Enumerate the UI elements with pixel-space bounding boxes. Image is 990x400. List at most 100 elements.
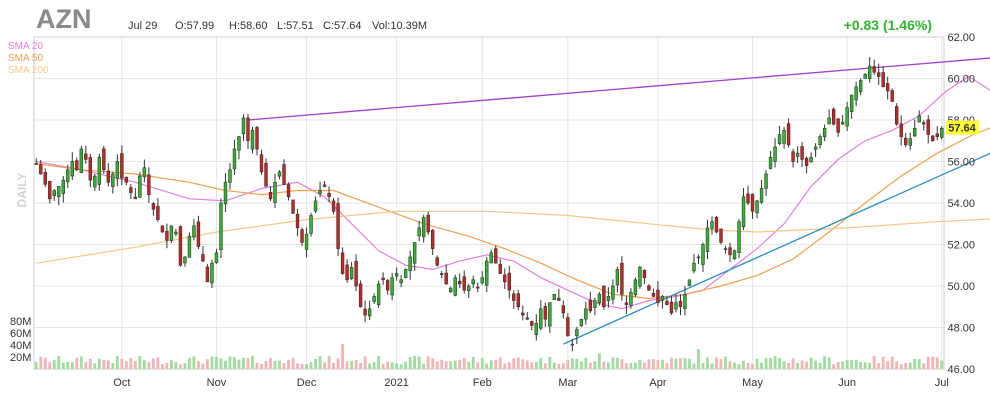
candle-body bbox=[115, 161, 120, 179]
volume-tick-label: 20M bbox=[10, 352, 31, 364]
candle-body bbox=[156, 205, 160, 220]
volume-bar bbox=[552, 362, 556, 369]
volume-layer bbox=[34, 343, 944, 369]
volume-bar bbox=[174, 361, 178, 369]
candle-body bbox=[530, 321, 534, 326]
volume-bar bbox=[854, 359, 858, 369]
volume-bar bbox=[620, 359, 624, 369]
volume-bar bbox=[931, 356, 935, 369]
candle-body bbox=[219, 202, 223, 251]
candle-body bbox=[259, 154, 264, 173]
volume-bar bbox=[462, 357, 466, 369]
date-tick-label: Oct bbox=[113, 377, 130, 389]
volume-bar bbox=[129, 358, 133, 369]
volume-bar bbox=[471, 356, 475, 369]
candle-body bbox=[480, 277, 484, 284]
volume-bar bbox=[399, 364, 403, 369]
volume-bar bbox=[881, 356, 885, 369]
volume-bar bbox=[197, 361, 200, 369]
candle-body bbox=[201, 254, 205, 262]
candle-body bbox=[597, 293, 602, 303]
candle-body bbox=[638, 267, 642, 287]
volume-bar bbox=[926, 356, 930, 369]
volume-bar bbox=[643, 362, 646, 369]
candle-body bbox=[660, 296, 665, 301]
candle-body bbox=[142, 167, 147, 178]
candle-body bbox=[651, 293, 656, 297]
volume-bar bbox=[444, 361, 448, 369]
volume-bar bbox=[679, 358, 682, 369]
last-price-label: 57.64 bbox=[948, 123, 976, 135]
volume-bar bbox=[539, 358, 543, 369]
candle-body bbox=[471, 279, 475, 285]
candle-body bbox=[79, 148, 83, 173]
volume-bar bbox=[75, 357, 79, 369]
candle-body bbox=[512, 293, 516, 301]
candle-body bbox=[93, 175, 97, 188]
volume-bar bbox=[246, 358, 250, 369]
candle-body bbox=[174, 231, 178, 235]
volume-bar bbox=[88, 358, 92, 369]
volume-bar bbox=[79, 356, 83, 369]
volume-bar bbox=[269, 357, 272, 369]
candle-body bbox=[705, 227, 710, 252]
volume-bar bbox=[805, 361, 808, 369]
volume-bar bbox=[160, 364, 164, 369]
candle-body bbox=[557, 297, 561, 301]
candle-body bbox=[791, 151, 795, 162]
candle-body bbox=[507, 272, 511, 291]
volume-bar bbox=[615, 357, 619, 369]
candle-layer bbox=[34, 57, 944, 352]
volume-bar bbox=[512, 358, 516, 369]
volume-bar bbox=[868, 362, 872, 369]
quote-close: C:57.64 bbox=[323, 20, 362, 32]
volume-bar bbox=[341, 343, 344, 369]
volume-bar bbox=[264, 360, 268, 369]
date-tick-label: May bbox=[742, 377, 763, 389]
candle-body bbox=[588, 299, 593, 312]
candle-body bbox=[620, 262, 624, 295]
volume-bar bbox=[133, 361, 137, 369]
date-tick-label: Dec bbox=[297, 377, 317, 389]
volume-bar bbox=[142, 360, 146, 369]
price-tick-label: 60.00 bbox=[947, 74, 975, 86]
volume-bar bbox=[634, 362, 637, 369]
candle-body bbox=[728, 247, 732, 256]
volume-bar bbox=[593, 361, 597, 369]
quote-volume: Vol:10.39M bbox=[372, 20, 427, 32]
volume-bar bbox=[368, 363, 372, 369]
candle-body bbox=[381, 277, 385, 281]
candle-body bbox=[399, 279, 403, 284]
candle-body bbox=[867, 65, 872, 79]
candle-body bbox=[336, 203, 340, 249]
candle-body bbox=[881, 72, 885, 88]
candle-body bbox=[187, 235, 192, 258]
volume-bar bbox=[602, 361, 606, 369]
date-tick-label: Jun bbox=[838, 377, 856, 389]
candle-body bbox=[309, 215, 313, 234]
volume-bar bbox=[170, 360, 173, 369]
volume-bar bbox=[764, 357, 768, 369]
trendline-layer bbox=[247, 57, 990, 345]
volume-bar bbox=[124, 361, 128, 369]
candle-body bbox=[376, 283, 381, 306]
volume-bar bbox=[52, 360, 56, 369]
candle-body bbox=[358, 283, 363, 308]
volume-bar bbox=[273, 360, 277, 369]
candle-body bbox=[363, 308, 367, 316]
candle-body bbox=[444, 272, 448, 285]
candle-body bbox=[750, 193, 755, 212]
volume-bar bbox=[111, 363, 115, 369]
price-tick-label: 62.00 bbox=[947, 32, 975, 44]
volume-bar bbox=[318, 356, 322, 369]
ticker-symbol: AZN bbox=[36, 4, 92, 34]
candle-body bbox=[611, 285, 615, 300]
volume-bar bbox=[940, 360, 944, 369]
volume-bar bbox=[408, 356, 412, 369]
volume-bar bbox=[791, 358, 795, 369]
volume-bar bbox=[287, 359, 290, 369]
quote-date: Jul 29 bbox=[128, 20, 157, 32]
candle-body bbox=[602, 285, 606, 308]
candle-body bbox=[196, 221, 201, 247]
candle-body bbox=[385, 280, 390, 291]
